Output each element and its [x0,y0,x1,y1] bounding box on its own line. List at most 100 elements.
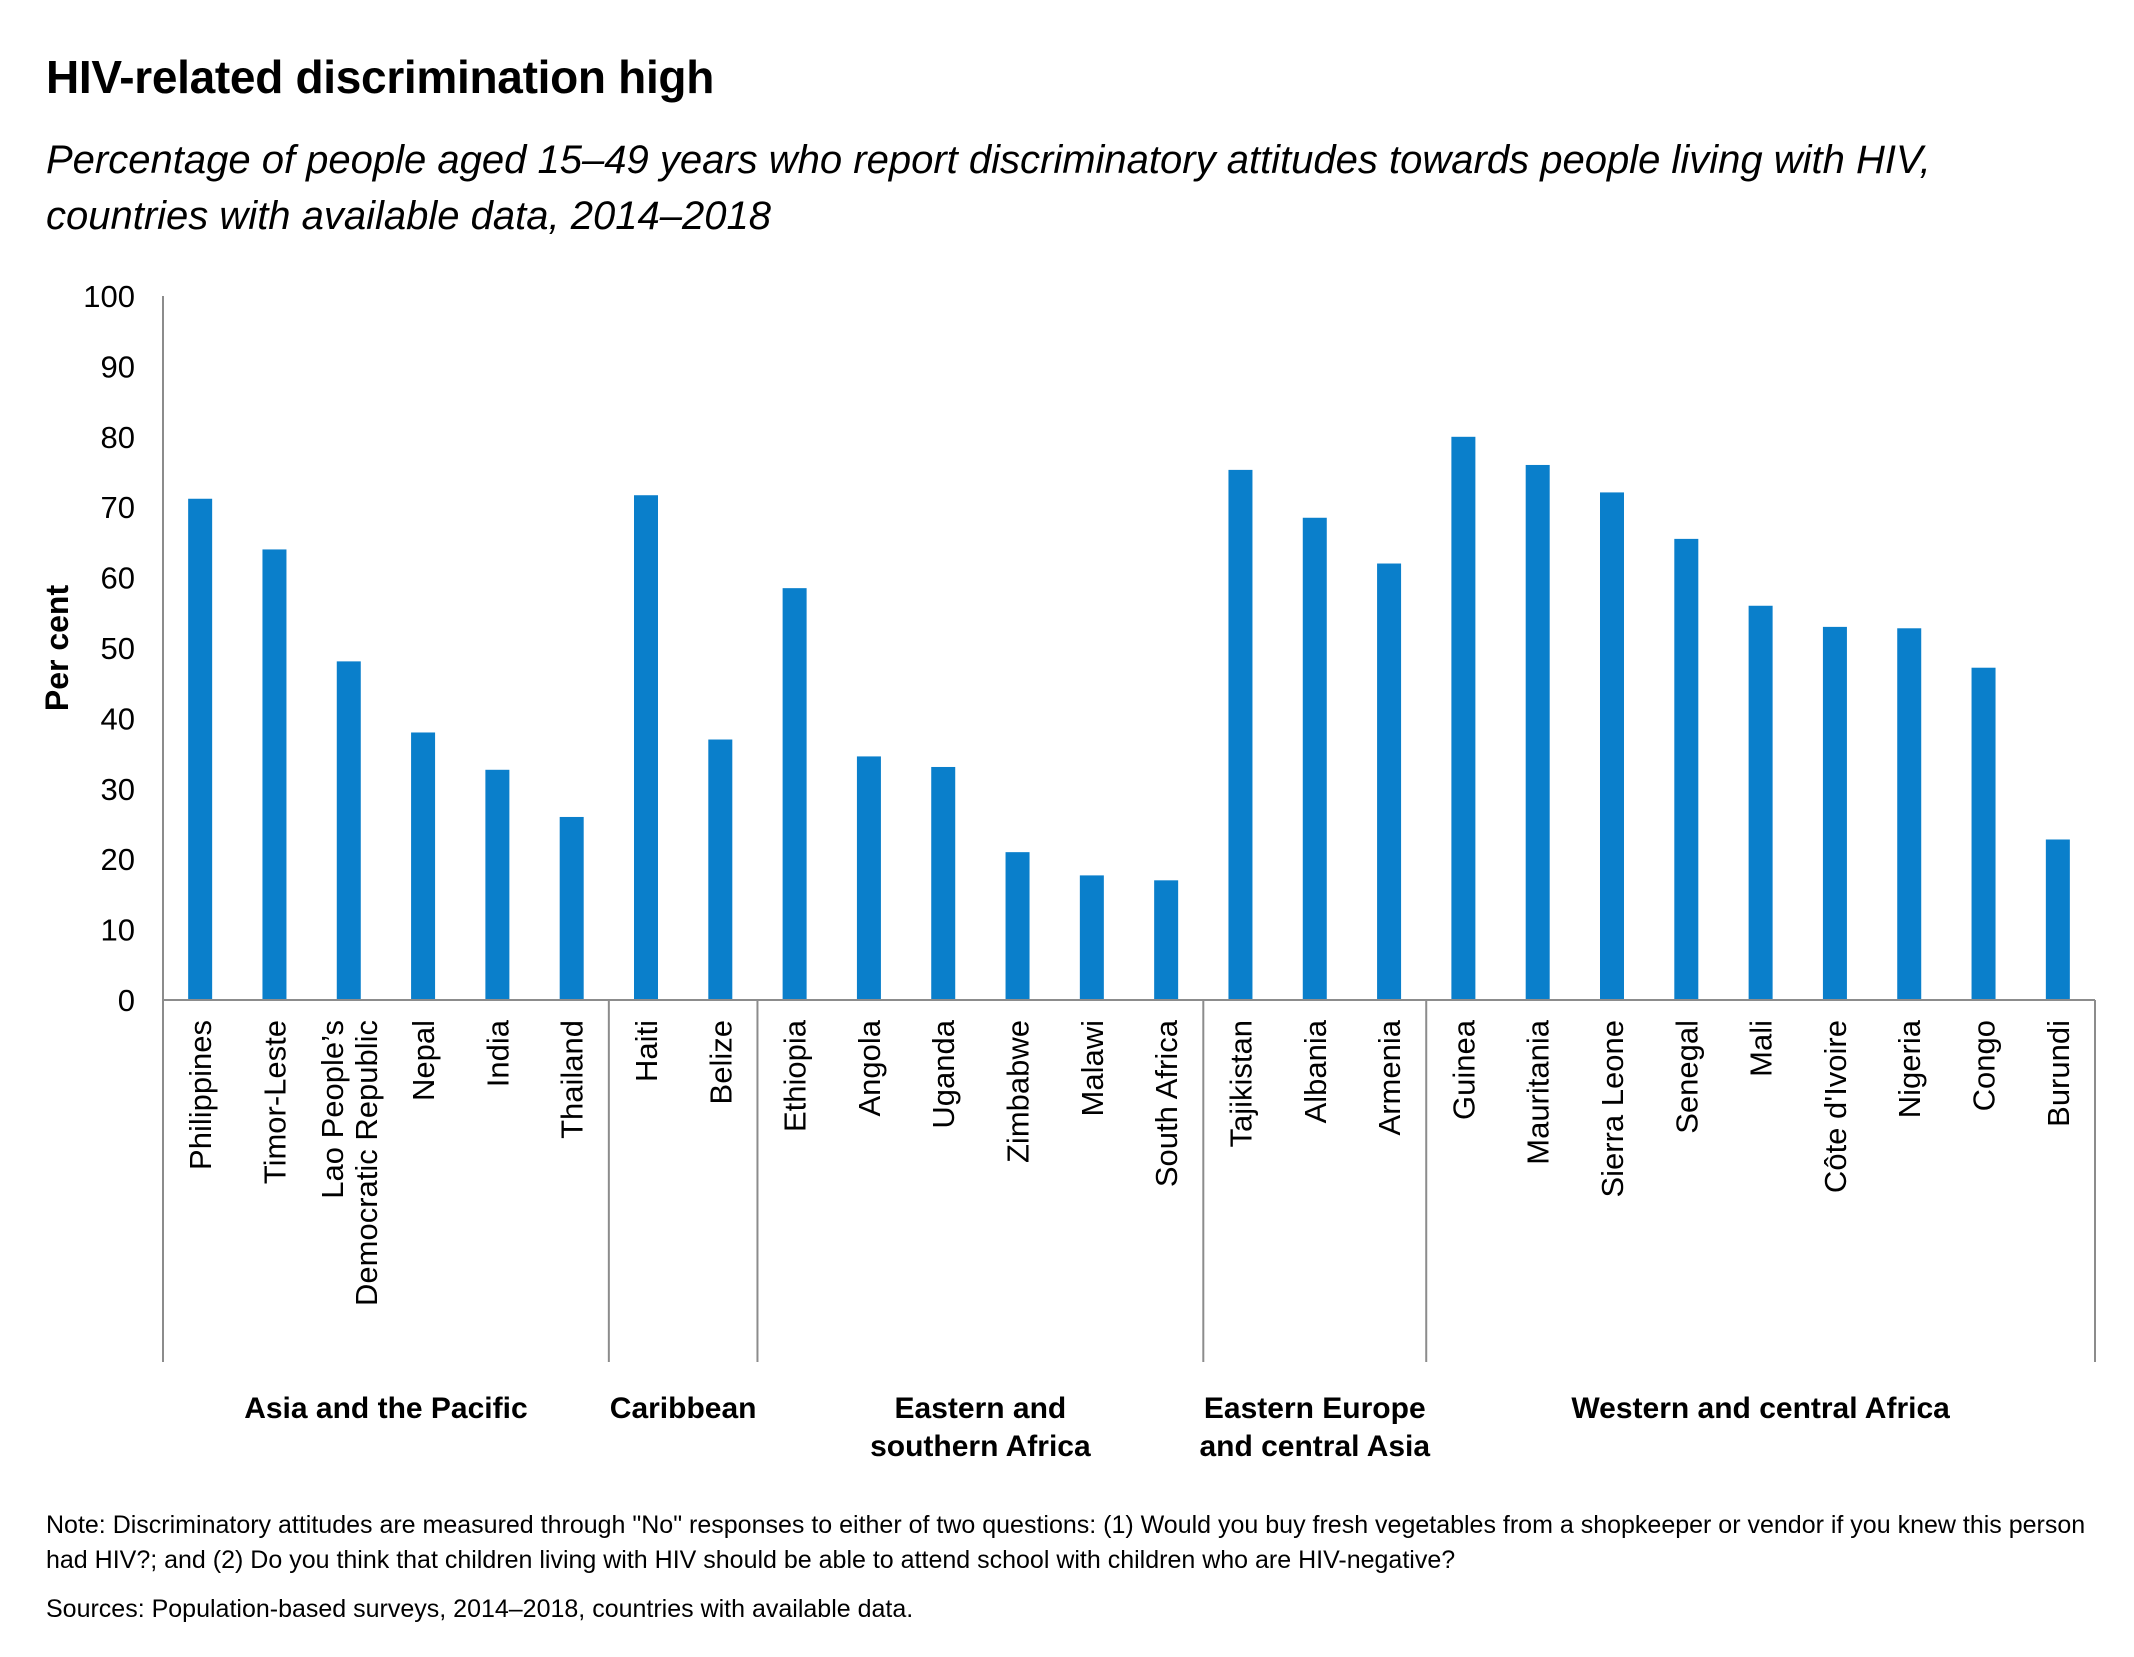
bar-india [485,769,510,1000]
y-tick-label: 40 [101,701,135,736]
chart-title: HIV-related discrimination high [46,51,715,103]
group-labels: Asia and the Pacific Caribbean Eastern and… [244,1392,1950,1463]
bar-armenia [1377,563,1402,1000]
category-label-burundi: Burundi [2041,1020,2076,1127]
group-label-caribbean: Caribbean [610,1392,757,1425]
bar-tajikistan [1228,469,1253,1000]
group-label-line: Asia and the Pacific [244,1392,527,1425]
group-label-line: Western and central Africa [1571,1392,1950,1425]
category-label-line: Côte d'Ivoire [1818,1020,1853,1193]
y-tick-label: 70 [101,490,135,525]
bar-philippines [188,498,213,1000]
category-label-line: Democratic Republic [349,1020,384,1306]
category-label-malawi: Malawi [1075,1020,1110,1116]
y-tick-label: 0 [118,983,135,1018]
category-label-mali: Mali [1744,1020,1779,1077]
category-label-albania: Albania [1298,1019,1333,1123]
bar-senegal [1674,538,1699,1000]
bar-malawi [1079,875,1104,1000]
bar-south-africa [1154,880,1179,1000]
group-label-asia-and-the-pacific: Asia and the Pacific [244,1392,527,1425]
bar-zimbabwe [1005,852,1030,1000]
category-label-line: Malawi [1075,1020,1110,1116]
category-label-nigeria: Nigeria [1892,1019,1927,1118]
category-label-line: Mauritania [1521,1019,1556,1164]
category-label-line: Thailand [555,1020,590,1139]
bars [188,436,2070,1001]
category-label-line: Burundi [2041,1020,2076,1127]
group-label-line: southern Africa [870,1430,1091,1463]
category-label-line: Tajikistan [1223,1020,1258,1148]
category-label-line: Lao People’s [315,1020,350,1199]
category-label-line: Senegal [1669,1020,1704,1134]
category-label-timor-leste: Timor-Leste [257,1020,292,1184]
category-label-senegal: Senegal [1669,1020,1704,1134]
category-label-line: South Africa [1149,1019,1184,1187]
category-label-armenia: Armenia [1372,1019,1407,1135]
category-label-line: Haiti [629,1020,664,1082]
bar-cote-d-ivoire [1822,626,1847,1000]
category-label-line: Congo [1967,1020,2002,1111]
category-label-india: India [480,1019,515,1087]
bar-nigeria [1897,628,1922,1000]
bar-mauritania [1525,464,1550,1001]
y-tick-label: 90 [101,349,135,384]
bar-burundi [2045,839,2070,1000]
group-label-line: Eastern Europe [1204,1392,1426,1425]
category-label-lao-people-s-democratic-republic: Lao People’sDemocratic Republic [315,1020,384,1306]
y-tick-label: 20 [101,842,135,877]
category-label-line: Timor-Leste [257,1020,292,1184]
bar-sierra-leone [1600,492,1624,1000]
axes [162,296,2096,1362]
chart-subtitle: Percentage of people aged 15–49 years wh… [46,138,1931,238]
bar-chart: 0 10 20 30 40 50 60 70 80 90 100 Philippines Timor-… [39,279,2096,1463]
category-label-uganda: Uganda [926,1019,961,1128]
category-label-mauritania: Mauritania [1521,1019,1556,1164]
category-label-line: Nigeria [1892,1019,1927,1118]
y-tick-label: 100 [83,279,135,314]
y-tick-label: 60 [101,561,135,596]
category-label-zimbabwe: Zimbabwe [1001,1020,1036,1163]
y-tick-label: 50 [101,631,135,666]
category-label-line: Albania [1298,1019,1333,1123]
y-tick-label: 80 [101,420,135,455]
y-tick-label: 30 [101,772,135,807]
category-label-line: Uganda [926,1019,961,1128]
bar-thailand [559,816,584,1000]
category-label-line: Sierra Leone [1595,1020,1630,1198]
category-label-line: Guinea [1446,1019,1481,1120]
bar-albania [1302,517,1327,1000]
category-label-congo: Congo [1967,1020,2002,1111]
category-label-nepal: Nepal [406,1020,441,1101]
category-label-cote-d-ivoire: Côte d'Ivoire [1818,1020,1853,1193]
chart-sources: Sources: Population-based surveys, 2014–… [46,1595,914,1623]
category-label-line: Ethiopia [778,1019,813,1132]
bar-congo [1971,667,1996,1000]
bar-belize [708,739,733,1000]
category-label-line: Angola [852,1019,887,1116]
bar-ethiopia [782,588,807,1000]
bar-lao-people-s-democratic-republic [336,661,361,1000]
category-label-line: Belize [703,1020,738,1104]
bar-uganda [931,766,956,1000]
category-label-line: Armenia [1372,1019,1407,1135]
category-label-ethiopia: Ethiopia [778,1019,813,1132]
bar-guinea [1451,436,1476,1000]
category-label-line: India [480,1019,515,1087]
y-axis-label: Per cent [39,585,75,712]
group-label-eastern-and-southern-africa: Eastern and southern Africa [870,1392,1091,1463]
category-label-haiti: Haiti [629,1020,664,1082]
group-label-eastern-europe-and-central-asia: Eastern Europe and central Asia [1199,1392,1430,1463]
bar-nepal [411,732,436,1000]
category-label-thailand: Thailand [555,1020,590,1139]
bar-timor-leste [262,549,287,1000]
category-label-line: Nepal [406,1020,441,1101]
chart-note: Note: Discriminatory attitudes are measu… [46,1511,2086,1574]
category-label-south-africa: South Africa [1149,1019,1184,1187]
category-label-line: Mali [1744,1020,1779,1077]
category-label-tajikistan: Tajikistan [1223,1020,1258,1148]
bar-haiti [634,495,658,1000]
y-axis-ticks: 0 10 20 30 40 50 60 70 80 90 100 [83,279,135,1018]
group-label-line: Eastern and [895,1392,1067,1425]
category-label-line: Zimbabwe [1001,1020,1036,1163]
